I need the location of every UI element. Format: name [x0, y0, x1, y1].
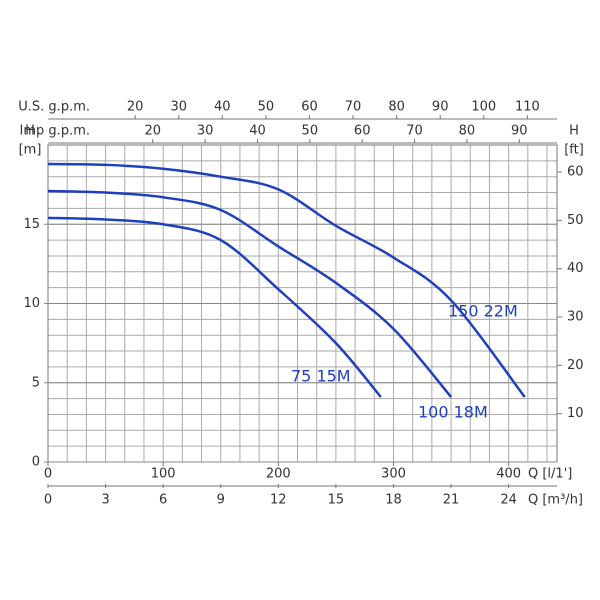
y-name: H [25, 124, 35, 139]
x3-tick-label: 100 [471, 100, 496, 115]
y2-tick-label: 10 [567, 406, 584, 421]
x2-tick-label: 3 [101, 493, 109, 508]
x2-tick-label: 0 [44, 493, 52, 508]
x2-tick-label: 15 [328, 493, 345, 508]
series-label: 150 22M [448, 302, 518, 321]
imp-gpm-label: Imp g.p.m. [20, 124, 90, 139]
us-gpm-label: U.S. g.p.m. [18, 100, 90, 115]
pump-curve [47, 189, 453, 398]
pump-curve [47, 162, 526, 398]
x-tick-label: 0 [44, 467, 52, 482]
x4-tick-label: 80 [459, 124, 476, 139]
y-tick-label: 10 [23, 296, 40, 311]
x3-tick-label: 30 [170, 100, 187, 115]
y2-tick-label: 40 [567, 261, 584, 276]
x3-tick-label: 60 [301, 100, 318, 115]
x4-tick-label: 40 [249, 124, 266, 139]
x-tick-label: 100 [151, 467, 176, 482]
x2-tick-label: 24 [500, 493, 517, 508]
x2-tick-label: 12 [270, 493, 287, 508]
x4-tick-label: 30 [197, 124, 214, 139]
x3-tick-label: 50 [258, 100, 275, 115]
y-tick-label: 15 [23, 217, 40, 232]
x4-tick-label: 20 [144, 124, 161, 139]
x3-tick-label: 90 [432, 100, 449, 115]
pump-curve [47, 216, 382, 398]
x3-tick-label: 110 [515, 100, 540, 115]
y-unit: [m] [19, 143, 42, 158]
x4-tick-label: 50 [302, 124, 319, 139]
y2-tick-label: 50 [567, 213, 584, 228]
x3-tick-label: 20 [127, 100, 144, 115]
x4-tick-label: 90 [511, 124, 528, 139]
x2-tick-label: 9 [217, 493, 225, 508]
y2-unit: [ft] [564, 143, 584, 158]
x4-tick-label: 60 [354, 124, 371, 139]
x2-label: Q [m³/h] [528, 493, 583, 508]
x3-tick-label: 80 [388, 100, 405, 115]
y2-tick-label: 20 [567, 358, 584, 373]
x2-tick-label: 6 [159, 493, 167, 508]
y-tick-label: 5 [32, 375, 40, 390]
x-label: Q [l/1'] [528, 467, 572, 482]
y2-name: H [569, 124, 579, 139]
x2-tick-label: 18 [385, 493, 402, 508]
x2-tick-label: 21 [443, 493, 460, 508]
y2-tick-label: 30 [567, 310, 584, 325]
y-tick-label: 0 [32, 455, 40, 470]
x4-tick-label: 70 [406, 124, 423, 139]
x3-tick-label: 70 [345, 100, 362, 115]
x-tick-label: 400 [496, 467, 521, 482]
series-label: 75 15M [291, 367, 351, 386]
series-label: 100 18M [418, 403, 488, 422]
y2-tick-label: 60 [567, 165, 584, 180]
x-tick-label: 300 [381, 467, 406, 482]
x-tick-label: 200 [266, 467, 291, 482]
x3-tick-label: 40 [214, 100, 231, 115]
